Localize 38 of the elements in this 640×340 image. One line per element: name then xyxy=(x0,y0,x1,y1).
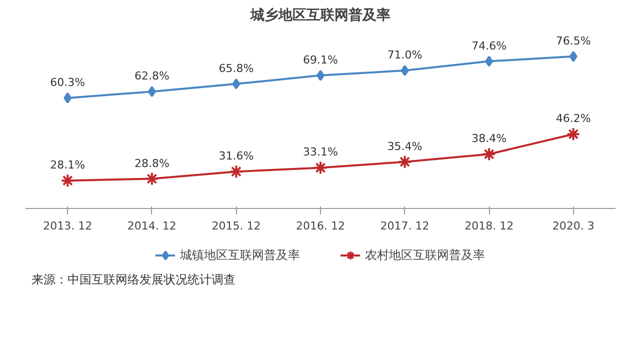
point xyxy=(60,174,75,188)
data-label: 33.1% xyxy=(303,146,338,159)
x-tick-label: 2013. 12 xyxy=(43,220,92,232)
source-note: 来源：中国互联网络发展状况统计调查 xyxy=(32,272,236,286)
data-label: 28.8% xyxy=(134,156,170,170)
point xyxy=(229,164,244,179)
data-label: 35.4% xyxy=(387,140,422,153)
legend-label: 农村地区互联网普及率 xyxy=(365,246,485,264)
point xyxy=(569,50,578,62)
data-label: 74.6% xyxy=(472,39,507,52)
point xyxy=(566,127,580,142)
data-label: 71.0% xyxy=(387,48,422,62)
data-label: 76.5% xyxy=(556,34,591,48)
point xyxy=(314,160,328,175)
x-tick-label: 2018. 12 xyxy=(464,220,514,232)
point xyxy=(64,92,72,104)
point xyxy=(400,65,409,76)
point xyxy=(482,147,496,162)
point xyxy=(148,86,156,98)
x-tick-label: 2016. 12 xyxy=(296,220,345,232)
x-tick-label: 2015. 12 xyxy=(212,220,261,232)
data-label: 46.2% xyxy=(556,112,591,126)
chart-title: 城乡地区互联网普及率 xyxy=(250,6,390,24)
data-label: 38.4% xyxy=(472,132,507,146)
data-label: 62.8% xyxy=(134,70,170,83)
x-tick-label: 2020. 3 xyxy=(552,220,594,232)
data-label: 31.6% xyxy=(218,150,254,163)
point xyxy=(232,78,240,90)
point xyxy=(144,172,159,186)
data-label: 69.1% xyxy=(303,53,338,66)
x-tick-label: 2017. 12 xyxy=(380,220,430,232)
point xyxy=(398,154,412,169)
data-label: 60.3% xyxy=(50,76,86,89)
x-tick-label: 2014. 12 xyxy=(127,220,176,232)
data-label: 65.8% xyxy=(218,62,254,75)
legend-label: 城镇地区互联网普及率 xyxy=(180,246,300,264)
point xyxy=(485,56,494,67)
data-label: 28.1% xyxy=(50,158,86,172)
